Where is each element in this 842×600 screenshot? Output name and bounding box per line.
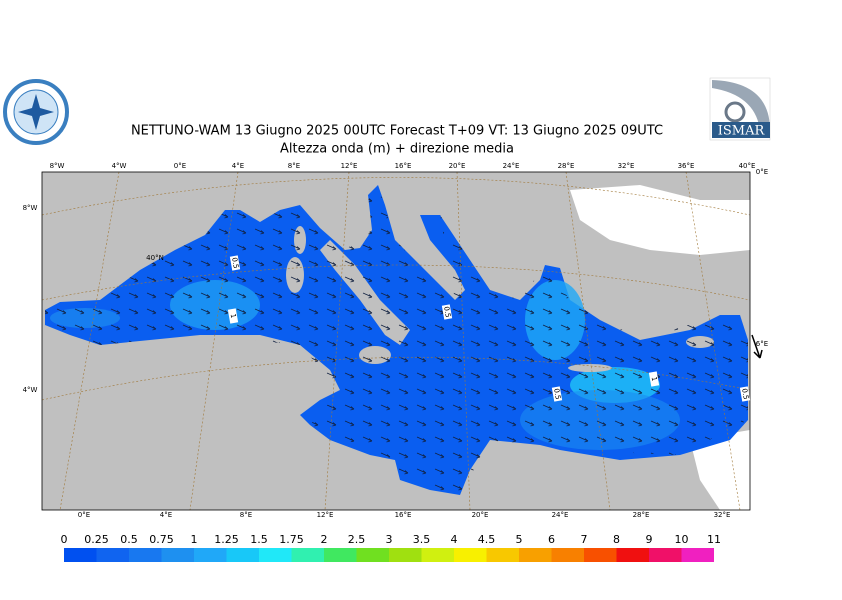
graticule-label: 24°E (503, 162, 520, 170)
colorbar-box (356, 548, 389, 562)
contour-label: 0.5 (441, 304, 453, 320)
graticule-label: 4°E (232, 162, 244, 170)
colorbar-label: 1.25 (214, 533, 239, 546)
map-frame (41, 171, 751, 511)
colorbar-label: 7 (581, 533, 588, 546)
contour-label-bg (229, 255, 241, 271)
contour-label-text: 0.5 (442, 306, 452, 318)
graticule-label: 28°E (633, 511, 650, 519)
colorbar-box (681, 548, 714, 562)
graticule-label: 32°E (714, 511, 731, 519)
contour-label: 0.5 (229, 255, 241, 271)
colorbar-label: 9 (646, 533, 653, 546)
colorbar-box (324, 548, 357, 562)
graticule-label: 16°E (395, 162, 412, 170)
colorbar-box (584, 548, 617, 562)
contour-label: 1 (227, 308, 239, 324)
graticule-label: 36°E (678, 162, 695, 170)
graticule-label: 12°E (341, 162, 358, 170)
colorbar-box (96, 548, 129, 562)
subtitle: Altezza onda (m) + direzione media (280, 142, 514, 157)
graticule-label: 0°E (174, 162, 186, 170)
colorbar-label: 0 (61, 533, 68, 546)
colorbar-label: 1.75 (279, 533, 304, 546)
colorbar-box (454, 548, 487, 562)
colorbar-label: 5 (516, 533, 523, 546)
graticule-label: 8°W (50, 162, 65, 170)
graticule-label: 24°E (552, 511, 569, 519)
colorbar-box (259, 548, 292, 562)
contour-label: 0.5 (739, 386, 751, 402)
colorbar-box (226, 548, 259, 562)
colorbar-label: 4.5 (478, 533, 496, 546)
colorbar-label: 3 (386, 533, 393, 546)
contour-label-bg (739, 386, 751, 402)
graticule-label: 12°E (317, 511, 334, 519)
graticule-label: 4°E (160, 511, 172, 519)
graticule-label: 8°E (240, 511, 252, 519)
colorbar-label: 0.75 (149, 533, 174, 546)
colorbar-box (551, 548, 584, 562)
colorbar-label: 0.25 (84, 533, 109, 546)
contour-label-text: 0.5 (230, 257, 240, 269)
colorbar-box (291, 548, 324, 562)
colorbar-box (129, 548, 162, 562)
logo-text: ISMAR (718, 124, 766, 139)
graticule-label: 4°W (112, 162, 127, 170)
graticule-label: 28°E (558, 162, 575, 170)
colorbar-box (421, 548, 454, 562)
contour-label: 1 (648, 371, 660, 387)
logo-right: ISMAR (709, 77, 771, 141)
colorbar-label: 11 (707, 533, 721, 546)
graticule-label: 8°W (23, 204, 38, 212)
graticule-label: 20°E (449, 162, 466, 170)
graticule-label: 0°E (756, 168, 768, 176)
colorbar-label: 3.5 (413, 533, 431, 546)
graticule-label: 0°E (78, 511, 90, 519)
colorbar-box (389, 548, 422, 562)
contour-label: 0.5 (551, 386, 563, 402)
colorbar-box (519, 548, 552, 562)
graticule-label: 16°E (395, 511, 412, 519)
graticule-label: 40°N (146, 254, 164, 262)
map (42, 172, 750, 510)
title: NETTUNO-WAM 13 Giugno 2025 00UTC Forecas… (131, 124, 663, 139)
contour-label-bg (227, 308, 239, 324)
colorbar-label: 0.5 (120, 533, 138, 546)
graticule-label: 6°E (756, 340, 768, 348)
contour-label-bg (551, 386, 563, 402)
contour-label-text: 0.5 (740, 388, 750, 400)
graticule-label: 32°E (618, 162, 635, 170)
graticule-label: 20°E (472, 511, 489, 519)
colorbar-box (64, 548, 97, 562)
arrow-ref (751, 334, 763, 359)
colorbar-box (161, 548, 194, 562)
colorbar-box (649, 548, 682, 562)
colorbar-box (486, 548, 519, 562)
contour-label-text: 1 (229, 313, 238, 319)
contour-label-bg (441, 304, 453, 320)
colorbar-label: 2.5 (348, 533, 366, 546)
colorbar-box (194, 548, 227, 562)
graticule-label: 40°E (739, 162, 756, 170)
colorbar-label: 10 (675, 533, 689, 546)
contour-label-text: 0.5 (552, 388, 562, 400)
colorbar-label: 2 (321, 533, 328, 546)
contour-label-bg (648, 371, 660, 387)
colorbar-label: 4 (451, 533, 458, 546)
logo-left (3, 79, 69, 145)
graticule-label: 8°E (288, 162, 300, 170)
colorbar-label: 6 (548, 533, 555, 546)
colorbar-label: 1.5 (250, 533, 268, 546)
contour-label-text: 1 (650, 376, 659, 382)
colorbar-label: 8 (613, 533, 620, 546)
graticule-label: 4°W (23, 386, 38, 394)
colorbar-label: 1 (191, 533, 198, 546)
colorbar-box (616, 548, 649, 562)
